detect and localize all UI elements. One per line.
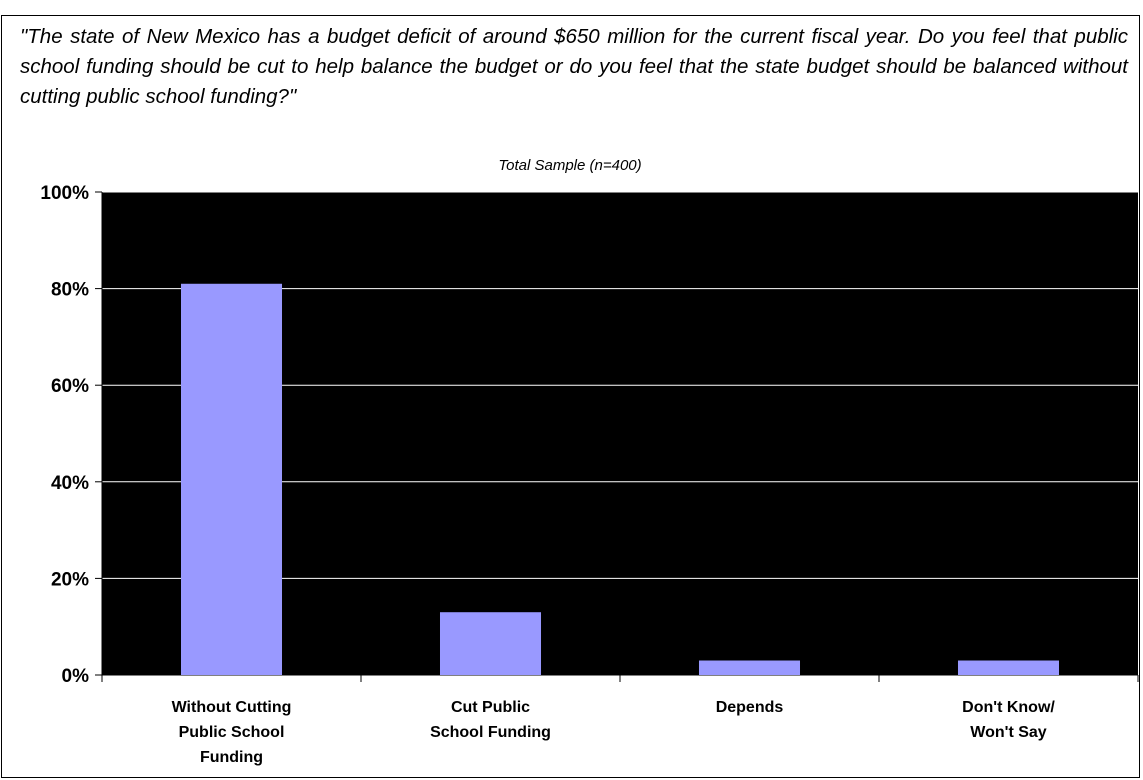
y-tick-label: 0% [62, 666, 90, 687]
survey-question: "The state of New Mexico has a budget de… [20, 25, 1128, 108]
bar [439, 612, 542, 675]
x-tick-label: Cut Public School Funding [430, 699, 551, 741]
x-tick-label: Without Cutting Public School Funding [172, 699, 292, 766]
y-tick-label: 20% [51, 569, 89, 590]
bar [957, 660, 1060, 675]
bar [180, 283, 283, 675]
y-tick-label: 40% [51, 473, 89, 494]
chart-subtitle: Total Sample (n=400) [498, 157, 641, 174]
chart-frame [1, 15, 1140, 778]
bar [698, 660, 801, 675]
y-tick-label: 80% [51, 280, 89, 301]
y-tick-label: 60% [51, 376, 89, 397]
x-tick-label: Don't Know/Won't Say [962, 699, 1055, 741]
x-tick-label: Depends [716, 699, 784, 716]
y-tick-label: 100% [40, 183, 89, 204]
